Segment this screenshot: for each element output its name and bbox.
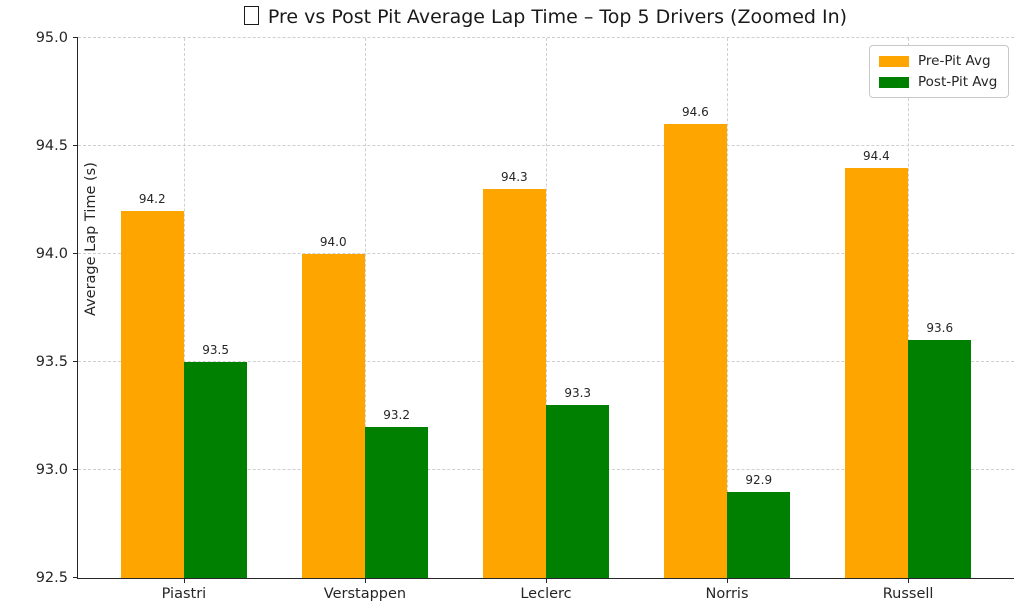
bar-value-label: 93.6 <box>926 321 954 336</box>
chart-title: Pre vs Post Pit Average Lap Time – Top 5… <box>77 6 1014 28</box>
bar-value-label: 93.2 <box>383 407 410 422</box>
y-tick-label: 92.5 <box>35 570 68 586</box>
pre-pit-bar <box>663 124 728 578</box>
bar-value-label: 94.0 <box>319 235 347 249</box>
post-pit-bar <box>364 426 429 578</box>
x-tick-label: Russell <box>882 586 934 602</box>
pre-pit-bar <box>844 167 909 578</box>
bar-value-label: 94.6 <box>682 105 709 120</box>
y-tick-label: 94.0 <box>35 246 68 262</box>
x-tick-mark <box>727 578 729 583</box>
x-tick-label: Verstappen <box>323 586 407 602</box>
x-tick-mark <box>364 578 366 583</box>
x-tick-mark <box>546 578 547 583</box>
post-pit-bar <box>908 340 972 578</box>
bar-value-label: 94.2 <box>138 191 166 206</box>
x-tick-mark <box>183 578 185 583</box>
post-pit-swatch <box>879 76 909 88</box>
post-pit-bar <box>183 362 248 578</box>
vertical-gridline <box>727 38 729 578</box>
y-tick-label: 93.5 <box>35 354 68 370</box>
y-tick-mark <box>73 469 78 470</box>
plot-area: 92.5 93.0 93.5 94.0 94.5 95.0 Piastri Verstappe… <box>36 30 1014 602</box>
bar-value-label: 94.4 <box>863 148 890 163</box>
bar-value-label: 92.9 <box>745 472 773 487</box>
y-tick-mark <box>73 253 78 254</box>
missing-emoji-icon <box>243 6 259 25</box>
vertical-gridline <box>908 38 910 578</box>
legend-item-pre-pit: Pre-Pit Avg <box>879 53 997 69</box>
y-tick-mark <box>73 577 78 578</box>
legend-label: Post-Pit Avg <box>918 74 998 90</box>
bar-value-label: 93.5 <box>202 343 229 357</box>
x-tick-label: Piastri <box>161 586 207 602</box>
vertical-gridline <box>546 38 547 578</box>
pre-pit-bar <box>301 254 365 578</box>
y-tick-mark <box>73 361 78 362</box>
legend: Pre-Pit Avg Post-Pit Avg <box>869 45 1010 98</box>
legend-item-post-pit: Post-Pit Avg <box>879 74 997 90</box>
pre-pit-bar <box>482 189 546 578</box>
pre-pit-bar <box>120 210 184 578</box>
vertical-gridline <box>183 38 185 578</box>
y-tick-label: 95.0 <box>35 30 68 46</box>
bar-value-label: 93.3 <box>564 386 592 401</box>
y-tick-label: 93.0 <box>35 462 68 478</box>
bar-value-label: 94.3 <box>500 170 528 185</box>
y-tick-mark <box>73 37 78 38</box>
y-tick-label: 94.5 <box>35 138 68 154</box>
x-tick-label: Leclerc <box>520 586 572 602</box>
horizontal-gridline <box>78 37 1014 38</box>
pre-pit-swatch <box>879 55 909 67</box>
chart-title-text: Pre vs Post Pit Average Lap Time – Top 5… <box>267 6 848 28</box>
legend-label: Pre-Pit Avg <box>918 53 991 69</box>
post-pit-bar <box>727 491 791 578</box>
vertical-gridline <box>364 38 366 578</box>
x-tick-mark <box>908 578 910 583</box>
post-pit-bar <box>546 405 610 578</box>
x-tick-label: Norris <box>705 586 749 602</box>
y-tick-mark <box>73 145 78 146</box>
